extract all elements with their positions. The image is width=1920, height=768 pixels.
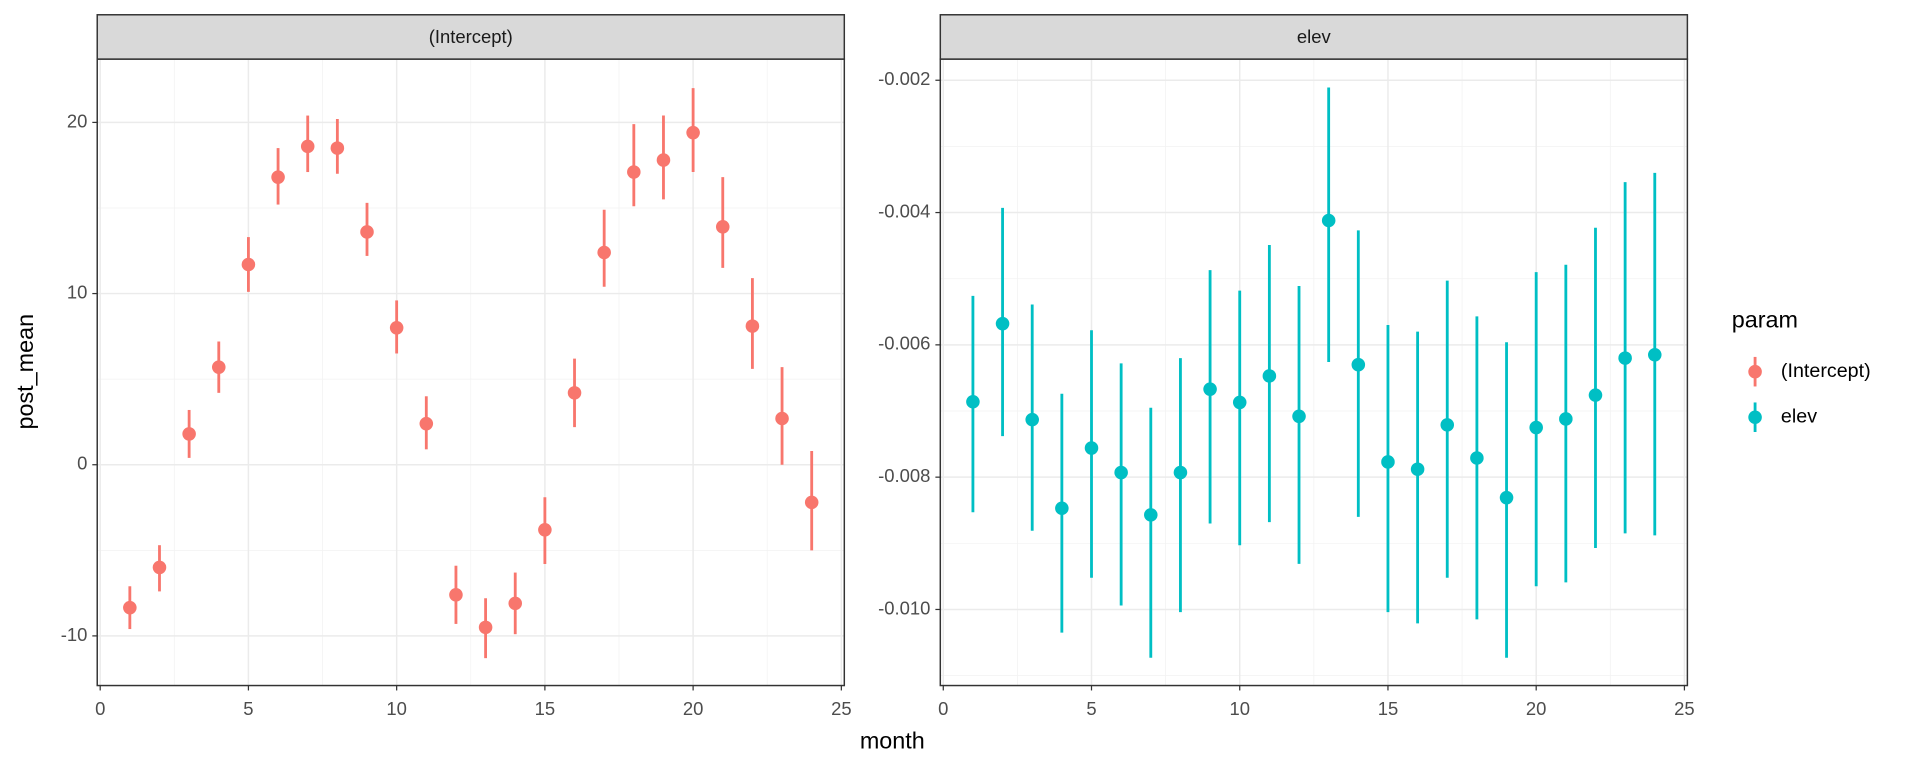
strip-label: elev xyxy=(1297,26,1332,47)
point xyxy=(804,495,819,510)
point xyxy=(1559,412,1573,426)
legend-key-point xyxy=(1748,410,1762,424)
point xyxy=(1292,409,1306,424)
plot-root: month post_mean param -10 0 10 20 0 5 10 15 20 25… xyxy=(12,14,1871,753)
point xyxy=(715,220,730,234)
point xyxy=(1203,382,1217,396)
y-tick-label: -10 xyxy=(61,624,88,645)
y-tick-label: 10 xyxy=(67,281,88,302)
y-tick-label: -0.006 xyxy=(878,333,930,354)
point xyxy=(449,588,463,602)
x-tick-label: 20 xyxy=(1526,698,1547,719)
point xyxy=(1529,420,1543,435)
x-tick-label: 10 xyxy=(386,698,407,719)
x-axis-title: month xyxy=(860,727,925,753)
point xyxy=(1410,462,1425,476)
x-tick-label: 25 xyxy=(831,698,852,719)
strip-label: (Intercept) xyxy=(429,26,513,47)
y-axis-title: post_mean xyxy=(12,314,38,430)
x-tick-label: 20 xyxy=(683,698,704,719)
point xyxy=(1084,441,1099,455)
y-tick-label: -0.002 xyxy=(878,68,930,89)
point xyxy=(241,257,256,272)
point xyxy=(360,225,374,239)
legend-title: param xyxy=(1732,306,1798,332)
point xyxy=(182,427,196,441)
y-tick-label: 20 xyxy=(67,110,88,131)
y-tick-label: -0.010 xyxy=(878,597,930,618)
point xyxy=(478,620,493,635)
point xyxy=(1588,388,1603,402)
y-tick-label: 0 xyxy=(77,453,87,474)
legend-label: (Intercept) xyxy=(1781,360,1871,382)
point xyxy=(1055,501,1069,516)
point xyxy=(1648,348,1662,362)
point xyxy=(1499,490,1514,505)
point xyxy=(152,560,167,575)
x-tick-label: 10 xyxy=(1229,698,1250,719)
point xyxy=(567,386,582,400)
y-tick-label: -0.004 xyxy=(878,200,930,221)
point xyxy=(271,170,285,184)
point xyxy=(419,416,434,431)
point xyxy=(1351,357,1366,372)
point xyxy=(1618,351,1632,365)
point xyxy=(1440,418,1455,432)
point xyxy=(330,141,345,155)
point xyxy=(1114,465,1128,480)
x-tick-label: 25 xyxy=(1674,698,1695,719)
x-tick-label: 15 xyxy=(1378,698,1399,719)
point xyxy=(300,139,315,154)
x-tick-label: 5 xyxy=(243,698,253,719)
legend-label: elev xyxy=(1781,405,1817,427)
point xyxy=(1381,455,1395,469)
point xyxy=(995,316,1010,331)
y-tick-label: -0.008 xyxy=(878,465,930,486)
x-tick-label: 0 xyxy=(95,698,105,719)
point xyxy=(1470,451,1484,465)
point xyxy=(656,153,671,167)
point xyxy=(686,125,700,140)
point xyxy=(1025,412,1039,427)
point xyxy=(966,394,980,409)
point xyxy=(389,321,404,335)
point xyxy=(627,165,641,179)
point xyxy=(212,360,226,374)
x-tick-label: 0 xyxy=(938,698,948,719)
point xyxy=(1144,508,1158,522)
point xyxy=(1232,395,1247,410)
point xyxy=(1262,369,1277,383)
x-tick-label: 5 xyxy=(1086,698,1096,719)
x-tick-label: 15 xyxy=(535,698,556,719)
point xyxy=(538,523,552,537)
legend-key-point xyxy=(1748,364,1762,379)
point xyxy=(508,596,523,611)
strip xyxy=(96,14,846,60)
point xyxy=(597,245,611,260)
point xyxy=(1173,465,1188,480)
point xyxy=(1321,213,1336,228)
point xyxy=(775,411,789,426)
point xyxy=(745,319,760,333)
point xyxy=(123,600,137,615)
strip xyxy=(939,14,1689,60)
